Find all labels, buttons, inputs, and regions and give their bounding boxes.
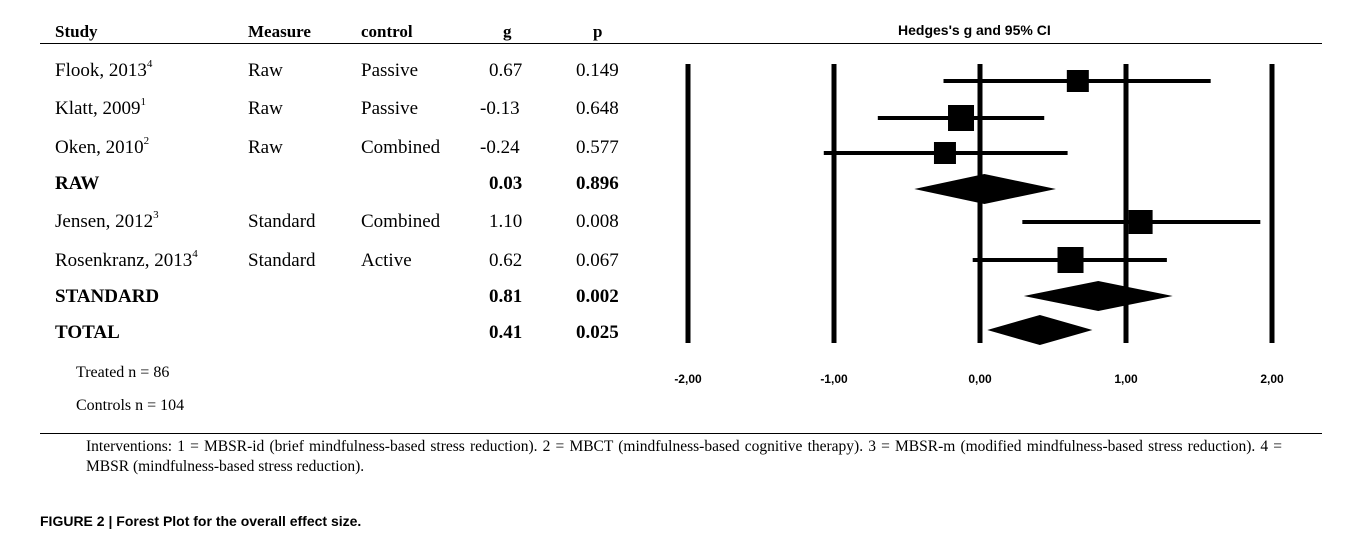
header-p: p xyxy=(593,22,603,41)
row-study-superscript: 4 xyxy=(192,248,198,260)
row-study-label: Oken, 20102 xyxy=(55,135,150,159)
x-tick-label: -2,00 xyxy=(674,372,702,386)
row-g-value: -0.13 xyxy=(480,98,520,119)
plot-title: Hedges's g and 95% CI xyxy=(898,22,1051,38)
row-g-value: 0.62 xyxy=(489,250,523,271)
row-p-value: 0.577 xyxy=(576,137,619,158)
row-measure: Raw xyxy=(248,137,283,158)
row-study-name: Klatt, 2009 xyxy=(55,98,141,119)
row-p-value: 0.002 xyxy=(576,286,619,307)
header-control: control xyxy=(361,22,413,41)
row-g-value: 0.03 xyxy=(489,173,523,194)
x-tick-label: 0,00 xyxy=(968,372,992,386)
figure-caption: FIGURE 2 | Forest Plot for the overall e… xyxy=(40,513,362,529)
row-p-value: 0.896 xyxy=(576,173,619,194)
footnote: Interventions: 1 = MBSR-id (brief mindfu… xyxy=(86,438,1282,475)
effect-size-marker xyxy=(1066,70,1089,92)
row-study-label: STANDARD xyxy=(55,286,160,307)
row-study-superscript: 4 xyxy=(146,58,153,70)
row-study-label: RAW xyxy=(55,173,100,194)
row-measure: Raw xyxy=(248,60,283,81)
summary-diamond xyxy=(987,315,1093,345)
row-g-value: 0.81 xyxy=(489,286,523,307)
row-p-value: 0.149 xyxy=(576,60,619,81)
row-control: Combined xyxy=(361,137,441,158)
row-study-name: Flook, 2013 xyxy=(55,60,147,81)
effect-size-marker xyxy=(933,142,956,164)
summary-diamond xyxy=(914,174,1056,204)
row-study-name: Jensen, 2012 xyxy=(55,211,154,232)
summary-diamond xyxy=(1023,281,1173,311)
row-measure: Raw xyxy=(248,98,283,119)
x-tick-label: 1,00 xyxy=(1114,372,1138,386)
controls-count: Controls n = 104 xyxy=(76,397,185,414)
row-control: Active xyxy=(361,250,412,271)
row-study-superscript: 1 xyxy=(140,96,147,108)
footer-rule xyxy=(40,433,1322,434)
row-p-value: 0.008 xyxy=(576,211,619,232)
row-control: Combined xyxy=(361,211,441,232)
row-measure: Standard xyxy=(248,211,316,232)
row-p-value: 0.648 xyxy=(576,98,619,119)
row-study-label: Rosenkranz, 20134 xyxy=(55,248,198,272)
effect-size-marker xyxy=(948,105,975,131)
row-study-name: Oken, 2010 xyxy=(55,137,144,158)
row-study-superscript: 2 xyxy=(143,135,150,147)
header-study: Study xyxy=(55,22,98,41)
row-control: Passive xyxy=(361,98,418,119)
row-study-label: Flook, 20134 xyxy=(55,58,153,82)
header-measure: Measure xyxy=(248,22,311,41)
row-study-label: Jensen, 20123 xyxy=(55,209,159,233)
row-control: Passive xyxy=(361,60,418,81)
row-study-name: Rosenkranz, 2013 xyxy=(55,250,193,271)
row-study-label: TOTAL xyxy=(55,322,120,343)
row-p-value: 0.067 xyxy=(576,250,619,271)
x-tick-label: -1,00 xyxy=(820,372,848,386)
x-tick-label: 2,00 xyxy=(1260,372,1284,386)
row-study-label: Klatt, 20091 xyxy=(55,96,147,120)
row-study-superscript: 3 xyxy=(153,209,159,221)
row-g-value: -0.24 xyxy=(480,137,520,158)
row-g-value: 0.41 xyxy=(489,322,523,343)
header-rule xyxy=(40,43,1322,44)
row-p-value: 0.025 xyxy=(576,322,619,343)
row-measure: Standard xyxy=(248,250,316,271)
treated-count: Treated n = 86 xyxy=(76,364,170,381)
header-g: g xyxy=(503,22,512,41)
effect-size-marker xyxy=(1128,210,1153,234)
effect-size-marker xyxy=(1057,247,1084,273)
row-g-value: 1.10 xyxy=(489,211,523,232)
row-g-value: 0.67 xyxy=(489,60,523,81)
